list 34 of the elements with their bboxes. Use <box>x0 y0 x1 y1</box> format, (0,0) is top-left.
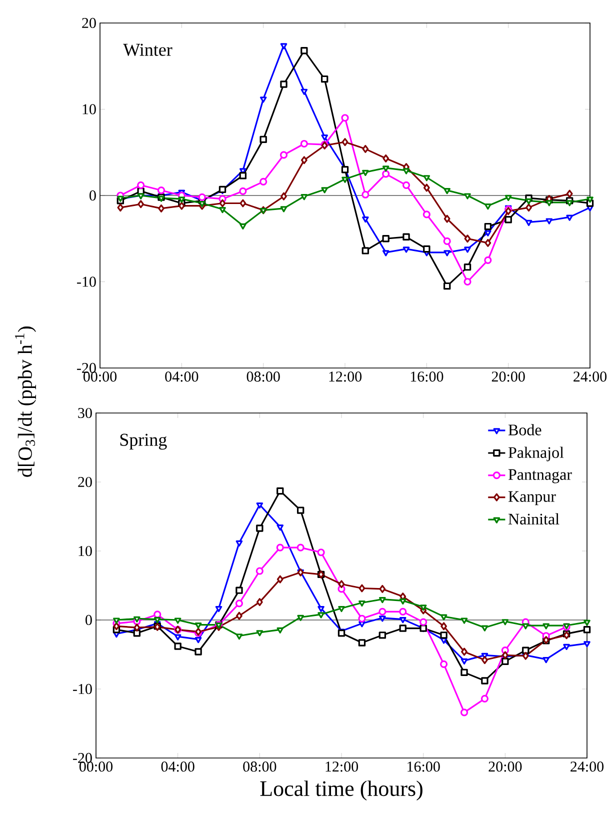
legend-label: Paknajol <box>508 446 564 462</box>
y-tick-label: -20 <box>77 362 96 374</box>
y-tick-label: 0 <box>90 190 96 201</box>
y-tick-label: -10 <box>73 684 92 694</box>
x-tick-label: 04:00 <box>165 372 198 382</box>
legend-label: Nainital <box>508 513 560 525</box>
x-tick-label: 20:00 <box>492 372 525 382</box>
x-tick-label: 12:00 <box>326 762 358 772</box>
x-axis-title: Local time (hours) <box>260 780 422 801</box>
x-tick-label: 16:00 <box>410 372 444 382</box>
x-tick-label: 04:00 <box>161 762 194 772</box>
legend-label: Pantnagar <box>508 469 572 484</box>
x-tick-label: 20:00 <box>488 762 522 772</box>
text: Spring <box>120 434 167 450</box>
x-tick-label: 00:00 <box>83 372 117 382</box>
y-tick-label: 10 <box>82 104 96 114</box>
legend-label: Kanpur <box>508 491 556 506</box>
x-tick-label: 08:00 <box>243 762 276 772</box>
text: Winter <box>123 44 172 56</box>
y-tick-label: -20 <box>73 752 92 764</box>
x-tick-label: 24:00 <box>574 372 607 382</box>
y-tick-label: -10 <box>77 276 96 287</box>
x-tick-label: 24:00 <box>570 762 604 772</box>
y-tick-label: 10 <box>78 546 92 556</box>
y-tick-label: 0 <box>86 614 92 626</box>
y-axis-title: d[O$_{3}$]/dt (ppbv h$^{-1}$) <box>14 326 36 477</box>
legend-label: Bode <box>508 424 542 436</box>
x-tick-label: 12:00 <box>329 372 362 382</box>
y-tick-label: 30 <box>78 408 92 418</box>
x-tick-label: 08:00 <box>246 372 280 382</box>
y-tick-label: 20 <box>82 18 96 28</box>
x-tick-label: 16:00 <box>408 762 440 772</box>
x-tick-label: 00:00 <box>79 762 113 772</box>
y-tick-label: 20 <box>78 476 92 488</box>
